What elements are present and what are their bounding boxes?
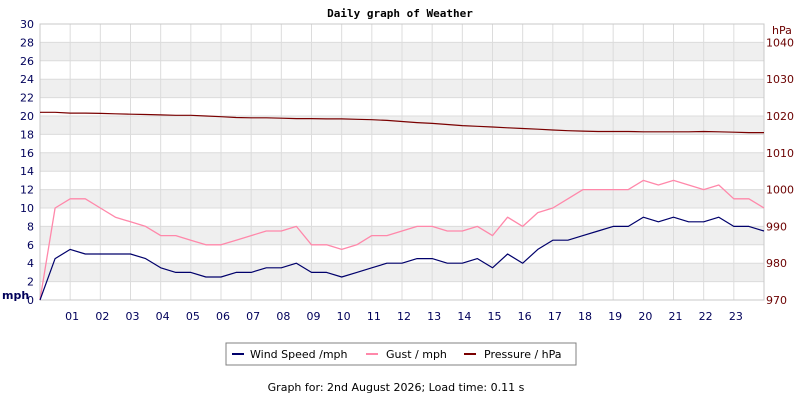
left-tick-label: 8	[27, 220, 34, 233]
left-tick-label: 30	[20, 18, 34, 31]
left-tick-label: 26	[20, 55, 34, 68]
x-axis-ticks: 01 02 03 04 05 06 07 08 09 10 11 12 13 14 15 16 17 18 19 20…	[65, 310, 743, 323]
chart-title: Daily graph of Weather	[327, 7, 473, 20]
left-tick-label: 12	[20, 184, 34, 197]
legend-label-pressure: Pressure / hPa	[484, 348, 562, 361]
series-lines	[39, 111, 765, 301]
x-tick-label: 01	[65, 310, 79, 323]
x-tick-label: 20	[638, 310, 652, 323]
x-tick-label: 11	[367, 310, 381, 323]
left-tick-label: 6	[27, 239, 34, 252]
x-tick-label: 04	[156, 310, 170, 323]
right-tick-label: 990	[766, 220, 787, 233]
left-tick-label: 14	[20, 165, 34, 178]
right-tick-label: 980	[766, 257, 787, 270]
x-tick-label: 07	[246, 310, 260, 323]
x-tick-label: 15	[488, 310, 502, 323]
legend-label-gust: Gust / mph	[386, 348, 447, 361]
x-tick-label: 21	[669, 310, 683, 323]
gust-line	[39, 179, 765, 301]
left-tick-label: 16	[20, 147, 34, 160]
x-tick-label: 17	[548, 310, 562, 323]
left-tick-label: 28	[20, 36, 34, 49]
left-tick-label: 20	[20, 110, 34, 123]
x-tick-label: 09	[307, 310, 321, 323]
x-tick-label: 13	[427, 310, 441, 323]
x-tick-label: 18	[578, 310, 592, 323]
x-tick-label: 08	[276, 310, 290, 323]
left-tick-label: 10	[20, 202, 34, 215]
wind-speed-line	[39, 216, 765, 301]
right-axis-unit: hPa	[772, 24, 792, 37]
right-tick-label: 1000	[766, 184, 794, 197]
x-tick-label: 12	[397, 310, 411, 323]
x-tick-label: 23	[729, 310, 743, 323]
left-tick-label: 0	[27, 294, 34, 307]
right-tick-label: 1040	[766, 36, 794, 49]
right-axis-ticks: 970 980 990 1000 1010 1020 1030 1040	[766, 36, 794, 307]
left-tick-label: 2	[27, 276, 34, 289]
x-tick-label: 14	[457, 310, 471, 323]
left-tick-label: 18	[20, 128, 34, 141]
legend-label-wind: Wind Speed /mph	[250, 348, 348, 361]
x-tick-label: 16	[518, 310, 532, 323]
footer-text: Graph for: 2nd August 2026; Load time: 0…	[268, 381, 525, 394]
right-tick-label: 1020	[766, 110, 794, 123]
right-tick-label: 970	[766, 294, 787, 307]
x-tick-label: 22	[699, 310, 713, 323]
plot-frame	[39, 23, 765, 301]
x-tick-label: 03	[126, 310, 140, 323]
left-axis-unit: mph	[2, 289, 29, 302]
x-tick-label: 19	[608, 310, 622, 323]
pressure-line	[40, 111, 764, 134]
x-tick-label: 10	[337, 310, 351, 323]
left-tick-label: 4	[27, 257, 34, 270]
left-tick-label: 22	[20, 92, 34, 105]
left-tick-label: 24	[20, 73, 34, 86]
x-tick-label: 05	[186, 310, 200, 323]
x-tick-label: 06	[216, 310, 230, 323]
legend-box	[225, 342, 577, 366]
legend: Wind Speed /mph Gust / mph Pressure / hP…	[225, 342, 577, 366]
right-tick-label: 1010	[766, 147, 794, 160]
x-tick-label: 02	[95, 310, 109, 323]
right-tick-label: 1030	[766, 73, 794, 86]
